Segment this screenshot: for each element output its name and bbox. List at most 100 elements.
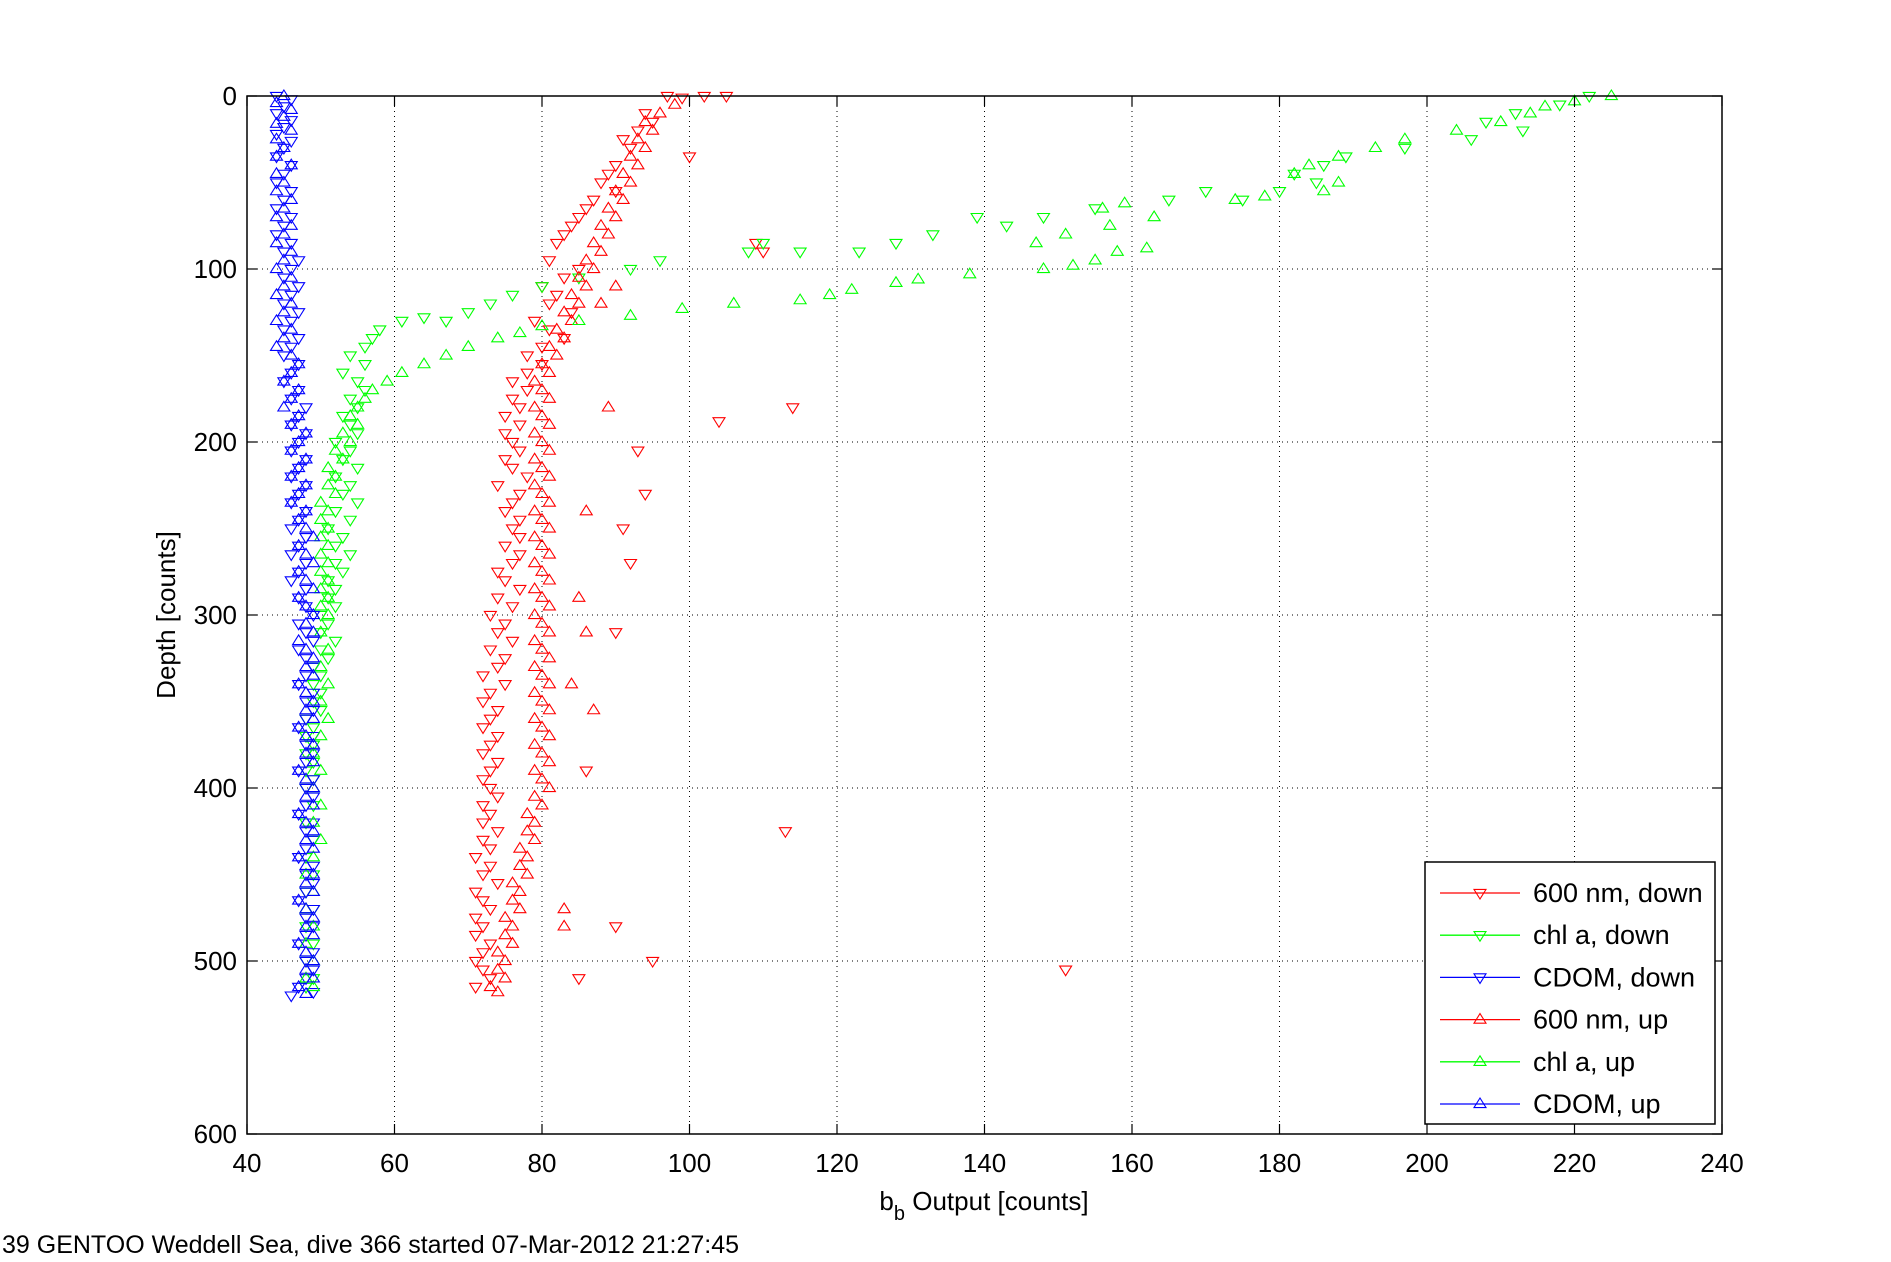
data-point bbox=[291, 853, 306, 865]
data-point bbox=[269, 210, 284, 222]
data-point bbox=[476, 723, 490, 735]
data-point bbox=[601, 227, 616, 239]
data-point bbox=[1515, 126, 1530, 138]
data-point bbox=[468, 913, 483, 925]
data-point bbox=[291, 633, 306, 646]
data-point bbox=[299, 504, 313, 516]
data-point bbox=[284, 394, 299, 406]
data-point bbox=[343, 550, 358, 562]
data-point bbox=[321, 521, 336, 533]
data-point bbox=[306, 556, 321, 568]
data-point bbox=[785, 403, 800, 415]
data-point bbox=[675, 93, 690, 105]
data-point bbox=[284, 524, 299, 536]
data-point bbox=[321, 478, 336, 490]
data-point bbox=[306, 971, 321, 983]
data-point bbox=[306, 798, 321, 810]
data-point bbox=[321, 642, 336, 654]
data-point bbox=[350, 429, 365, 441]
data-point bbox=[276, 122, 291, 135]
legend: 600 nm, down chl a, down CDOM, down 600 nm,… bbox=[1424, 861, 1716, 1125]
y-tick-label: 400 bbox=[194, 773, 237, 803]
data-point bbox=[542, 625, 557, 637]
data-point bbox=[557, 331, 572, 343]
y-tick-label: 600 bbox=[194, 1119, 237, 1149]
data-point bbox=[276, 102, 291, 114]
series-layer bbox=[269, 88, 1619, 1003]
data-point bbox=[653, 106, 667, 118]
data-point bbox=[291, 982, 306, 994]
data-point bbox=[498, 455, 513, 467]
data-point bbox=[512, 533, 527, 545]
data-point bbox=[291, 720, 306, 732]
data-point bbox=[306, 884, 321, 896]
data-point bbox=[1397, 132, 1412, 144]
data-point bbox=[512, 884, 527, 896]
data-point bbox=[490, 757, 505, 770]
data-point bbox=[299, 429, 313, 441]
data-point bbox=[505, 377, 520, 389]
y-tick-label: 0 bbox=[223, 81, 237, 111]
data-point bbox=[306, 607, 321, 620]
data-point bbox=[483, 939, 498, 951]
data-point bbox=[313, 706, 328, 718]
data-point bbox=[476, 896, 490, 908]
data-point bbox=[284, 218, 299, 230]
data-point bbox=[365, 383, 380, 395]
data-point bbox=[512, 325, 527, 338]
data-point bbox=[299, 685, 313, 697]
data-point bbox=[380, 374, 395, 386]
data-point bbox=[616, 135, 631, 147]
data-point bbox=[328, 602, 343, 614]
data-point bbox=[999, 221, 1014, 233]
data-point bbox=[535, 668, 549, 680]
data-point bbox=[852, 247, 867, 259]
data-point bbox=[608, 922, 623, 934]
data-point bbox=[306, 680, 321, 692]
data-point bbox=[483, 904, 498, 917]
data-point bbox=[608, 279, 623, 291]
legend-box bbox=[1424, 861, 1716, 1125]
data-point bbox=[299, 729, 313, 741]
data-point bbox=[284, 495, 299, 507]
data-point bbox=[284, 290, 299, 302]
data-point bbox=[284, 443, 299, 455]
data-point bbox=[962, 267, 977, 279]
data-point bbox=[343, 434, 358, 447]
data-point bbox=[542, 495, 557, 507]
data-point bbox=[284, 342, 299, 354]
data-point bbox=[306, 530, 321, 542]
data-point bbox=[535, 590, 549, 602]
legend-marker bbox=[1473, 931, 1487, 943]
data-point bbox=[1110, 244, 1125, 256]
data-point bbox=[925, 230, 940, 242]
data-point bbox=[269, 313, 284, 326]
data-point bbox=[498, 541, 513, 553]
data-point bbox=[1368, 140, 1383, 153]
data-point bbox=[394, 365, 409, 377]
data-point bbox=[505, 290, 520, 302]
data-point bbox=[630, 158, 645, 170]
data-point bbox=[328, 636, 343, 648]
data-point bbox=[1331, 149, 1346, 161]
data-point bbox=[571, 264, 586, 277]
data-point bbox=[535, 798, 549, 810]
data-point bbox=[793, 293, 808, 305]
data-point bbox=[483, 610, 498, 623]
data-point bbox=[490, 628, 505, 640]
data-point bbox=[505, 636, 520, 648]
data-point bbox=[505, 463, 520, 475]
data-point bbox=[476, 749, 490, 761]
data-point bbox=[299, 858, 313, 870]
data-point bbox=[1604, 88, 1619, 101]
data-point bbox=[343, 515, 358, 527]
data-point bbox=[284, 161, 299, 173]
data-point bbox=[284, 472, 299, 484]
data-point bbox=[321, 654, 336, 666]
data-point bbox=[601, 201, 616, 213]
data-point bbox=[542, 677, 557, 689]
data-point bbox=[291, 541, 306, 553]
data-point bbox=[571, 270, 586, 282]
data-point bbox=[490, 827, 505, 839]
data-point bbox=[520, 368, 535, 380]
